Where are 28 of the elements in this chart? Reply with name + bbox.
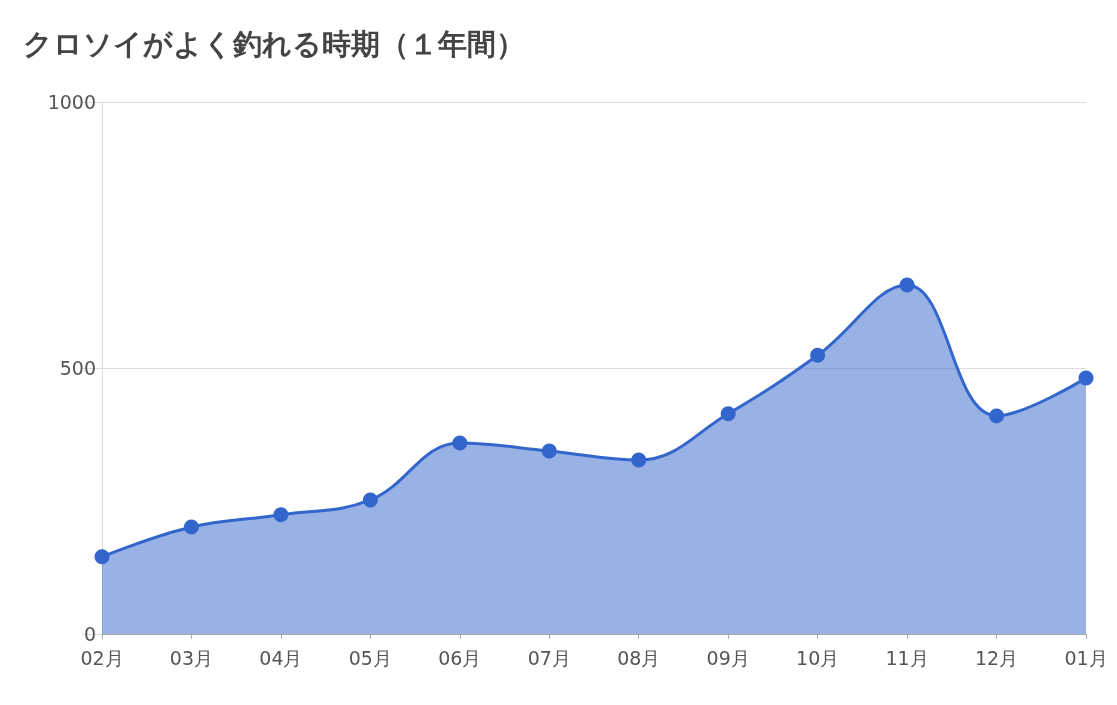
- point: [94, 549, 110, 565]
- point: [452, 435, 468, 451]
- x-tick-label: 03月: [169, 646, 214, 669]
- chart-title: クロソイがよく釣れる時期（１年間）: [23, 26, 525, 61]
- point: [362, 492, 378, 508]
- x-tick-label: 07月: [527, 646, 571, 669]
- point: [989, 408, 1005, 424]
- x-tick-label: 04月: [259, 646, 303, 669]
- x-tick-label: 06月: [438, 646, 482, 669]
- point: [631, 452, 647, 468]
- y-tick-label: 500: [59, 357, 96, 379]
- x-tick-label: 08月: [617, 646, 661, 669]
- point: [810, 347, 826, 363]
- point: [899, 277, 915, 293]
- x-tick-label: 01月: [1064, 646, 1108, 669]
- point: [541, 443, 557, 459]
- x-tick-label: 12月: [974, 646, 1019, 669]
- y-tick-label: 1000: [47, 91, 96, 113]
- x-tick-label: 10月: [796, 646, 840, 669]
- x-tick-label: 02月: [80, 646, 124, 669]
- point: [720, 406, 736, 422]
- point: [1078, 370, 1094, 386]
- point: [183, 519, 199, 535]
- x-tick-label: 05月: [348, 646, 392, 669]
- x-tick-label: 09月: [706, 646, 750, 669]
- y-tick-label: 0: [83, 623, 96, 645]
- point: [273, 507, 289, 523]
- x-tick-label: 11月: [885, 646, 929, 669]
